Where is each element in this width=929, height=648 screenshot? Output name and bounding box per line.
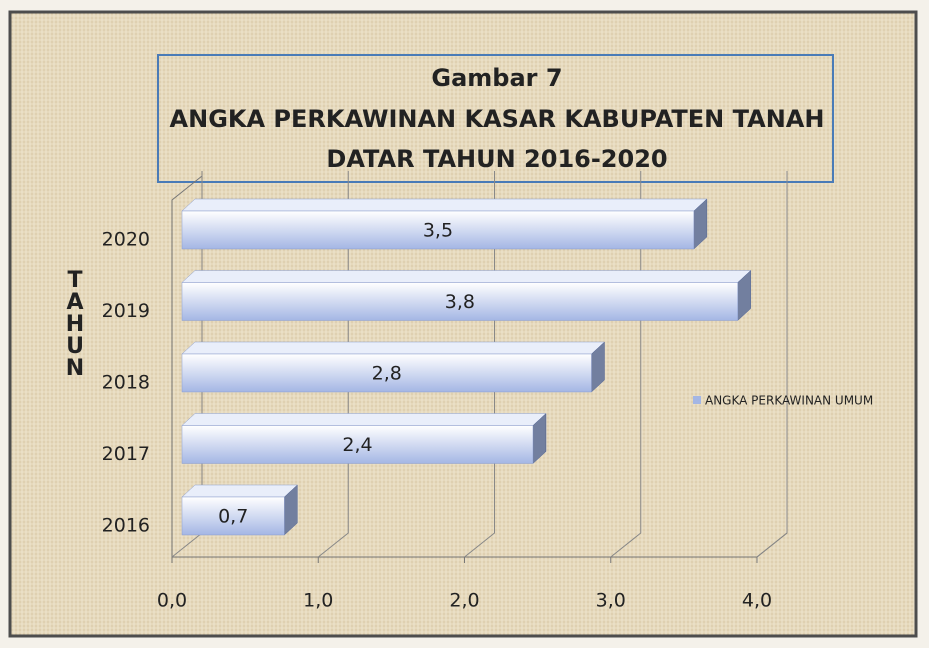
x-tick-label: 3,0: [596, 590, 626, 612]
chart-title: Gambar 7: [431, 64, 562, 92]
data-label: 3,8: [445, 291, 475, 313]
axis-wall: [171, 175, 203, 557]
bar-side-shade: [591, 342, 605, 392]
x-tick-label: 4,0: [742, 590, 772, 612]
y-tick-label: 2020: [102, 229, 150, 251]
data-label: 2,4: [342, 434, 372, 456]
grid-line: [756, 171, 788, 558]
bar-side-shade: [737, 270, 751, 321]
bar: [181, 210, 695, 250]
y-tick-label: 2017: [102, 443, 150, 465]
bar-top: [181, 198, 708, 212]
legend-swatch: [693, 396, 701, 404]
data-label: 0,7: [218, 506, 248, 528]
bar: [181, 425, 534, 464]
chart-title: DATAR TAHUN 2016-2020: [326, 145, 667, 173]
bar: [181, 353, 592, 393]
y-tick-label: 2016: [102, 515, 150, 537]
data-label: 3,5: [423, 220, 453, 242]
legend-label: ANGKA PERKAWINAN UMUM: [705, 394, 873, 408]
bar: [181, 282, 738, 321]
y-tick-label: 2019: [102, 300, 150, 322]
bar-top: [181, 270, 752, 283]
title-box: [157, 54, 834, 183]
x-tick-label: 0,0: [157, 590, 187, 612]
bar-side-shade: [284, 485, 298, 535]
bar-top: [181, 413, 547, 426]
bar-top: [181, 484, 299, 498]
x-tick-label: 1,0: [303, 590, 333, 612]
data-label: 2,8: [372, 363, 402, 385]
x-tick-label: 2,0: [449, 590, 479, 612]
y-tick-label: 2018: [102, 372, 150, 394]
bar-top: [181, 341, 606, 355]
y-axis-label: TAHUN: [63, 268, 88, 378]
bar-side-shade: [693, 199, 707, 249]
chart-title: ANGKA PERKAWINAN KASAR KABUPATEN TANAH: [170, 105, 825, 133]
bar: [181, 496, 285, 536]
bar-side-shade: [533, 413, 546, 464]
